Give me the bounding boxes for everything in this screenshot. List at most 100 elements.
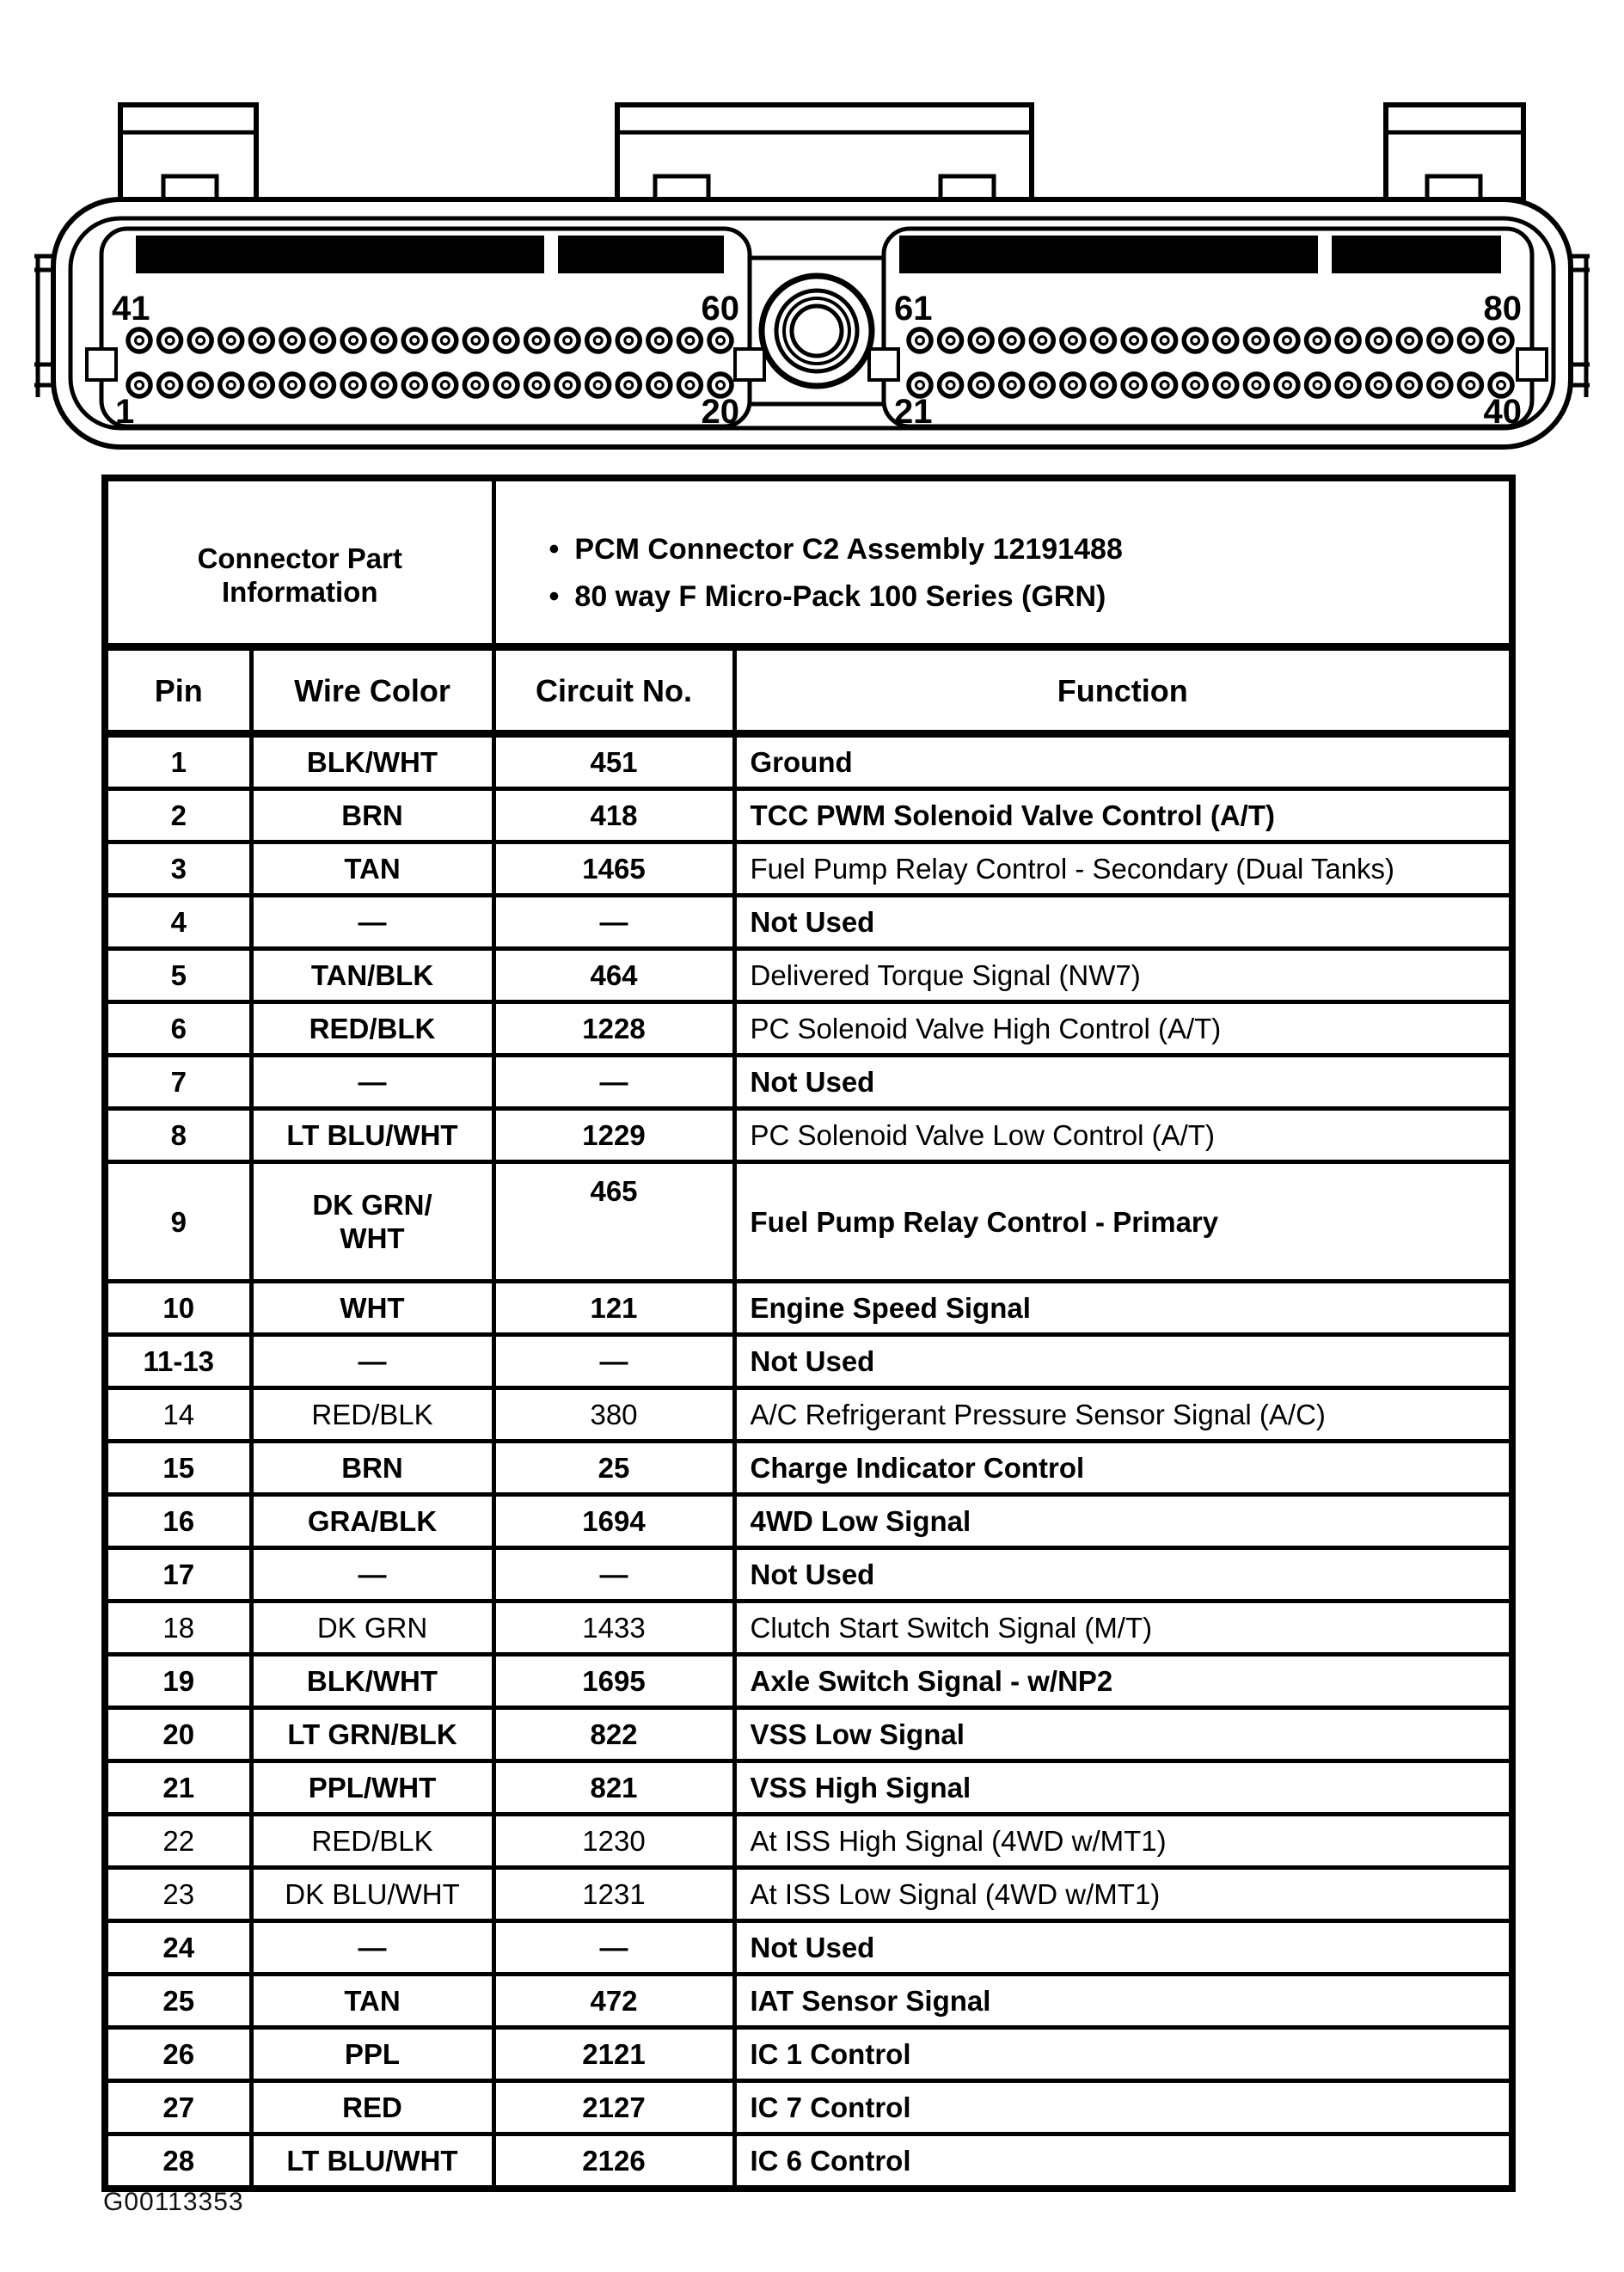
cell-pin: 4 bbox=[102, 893, 254, 952]
cell-function: TCC PWM Solenoid Valve Control (A/T) bbox=[732, 787, 1515, 845]
cell-circuit: 464 bbox=[491, 946, 737, 1005]
column-header-circuit-no: Circuit No. bbox=[491, 645, 737, 738]
cell-pin: 14 bbox=[102, 1386, 254, 1444]
cell-pin: 19 bbox=[102, 1652, 254, 1711]
cell-function: Not Used bbox=[732, 1919, 1515, 1977]
pinout-table-body: 1 BLK/WHT 451 Ground 2 BRN 418 TCC PWM Solenoid… bbox=[102, 732, 1515, 2191]
cell-pin: 26 bbox=[102, 2025, 254, 2084]
cell-wire: PPL bbox=[248, 2025, 496, 2084]
pin-60-label: 60 bbox=[702, 290, 740, 328]
table-row: 16 GRA/BLK 1694 4WD Low Signal bbox=[102, 1492, 1515, 1551]
cell-pin: 5 bbox=[102, 946, 254, 1005]
cell-wire: TAN/BLK bbox=[248, 946, 496, 1005]
pin-21-label: 21 bbox=[894, 393, 933, 431]
cell-pin: 3 bbox=[102, 840, 254, 898]
table-row: 18 DK GRN 1433 Clutch Start Switch Signal (… bbox=[102, 1599, 1515, 1657]
cell-circuit: 451 bbox=[491, 732, 737, 792]
column-header-function: Function bbox=[732, 645, 1515, 738]
cell-pin: 21 bbox=[102, 1759, 254, 1817]
table-row: 26 PPL 2121 IC 1 Control bbox=[102, 2025, 1515, 2084]
cell-function: Axle Switch Signal - w/NP2 bbox=[732, 1652, 1515, 1711]
pinout-table: Connector Part Information PCM Connector… bbox=[101, 475, 1516, 2193]
cell-circuit: — bbox=[491, 1546, 737, 1604]
keying-bar bbox=[899, 236, 1318, 273]
table-row: 19 BLK/WHT 1695 Axle Switch Signal - w/NP2 bbox=[102, 1652, 1515, 1711]
cell-wire: TAN bbox=[248, 1972, 496, 2030]
mounting-tabs bbox=[118, 102, 1526, 202]
cell-function: Not Used bbox=[732, 1332, 1515, 1391]
column-header-row: Pin Wire Color Circuit No. Function bbox=[102, 645, 1515, 738]
alignment-notches bbox=[85, 347, 1548, 382]
cell-pin: 27 bbox=[102, 2079, 254, 2137]
cell-pin: 9 bbox=[102, 1160, 254, 1284]
cell-circuit: 821 bbox=[491, 1759, 737, 1817]
table-row: 25 TAN 472 IAT Sensor Signal bbox=[102, 1972, 1515, 2030]
connector-part-info-header: Connector Part Information bbox=[102, 475, 496, 652]
cell-wire: — bbox=[248, 1919, 496, 1977]
cell-function: 4WD Low Signal bbox=[732, 1492, 1515, 1551]
table-row: 4— — Not Used bbox=[102, 893, 1515, 952]
cell-wire: DK GRN/ WHT bbox=[248, 1160, 496, 1284]
cell-wire: WHT bbox=[248, 1279, 496, 1338]
pin-80-label: 80 bbox=[1484, 290, 1523, 328]
cell-circuit: 2126 bbox=[491, 2132, 737, 2191]
table-row: 11-13— — Not Used bbox=[102, 1332, 1515, 1391]
cell-wire: LT GRN/BLK bbox=[248, 1706, 496, 1764]
pin-holes bbox=[126, 327, 1515, 399]
keying-bar bbox=[136, 236, 544, 273]
column-header-pin: Pin bbox=[102, 645, 254, 738]
cell-pin: 7 bbox=[102, 1053, 254, 1112]
cell-circuit: 2121 bbox=[491, 2025, 737, 2084]
cell-wire: RED/BLK bbox=[248, 1812, 496, 1871]
cell-function: At ISS Low Signal (4WD w/MT1) bbox=[732, 1865, 1515, 1924]
side-clips bbox=[34, 254, 1590, 397]
cell-function: VSS Low Signal bbox=[732, 1706, 1515, 1764]
cell-circuit: — bbox=[491, 893, 737, 952]
cell-circuit: 465 bbox=[491, 1160, 737, 1284]
cell-function: VSS High Signal bbox=[732, 1759, 1515, 1817]
cell-function: At ISS High Signal (4WD w/MT1) bbox=[732, 1812, 1515, 1871]
cell-pin: 28 bbox=[102, 2132, 254, 2191]
table-header-row: Connector Part Information PCM Connector… bbox=[102, 475, 1515, 652]
cell-wire: DK GRN bbox=[248, 1599, 496, 1657]
cell-function: Not Used bbox=[732, 893, 1515, 952]
cell-pin: 10 bbox=[102, 1279, 254, 1338]
cell-function: A/C Refrigerant Pressure Sensor Signal (… bbox=[732, 1386, 1515, 1444]
cell-wire: PPL/WHT bbox=[248, 1759, 496, 1817]
table-row: 5 TAN/BLK 464 Delivered Torque Signal (NW7) bbox=[102, 946, 1515, 1005]
table-row: 3 TAN 1465 Fuel Pump Relay Control - Second… bbox=[102, 840, 1515, 898]
cell-wire: — bbox=[248, 1546, 496, 1604]
assembly-bullet: PCM Connector C2 Assembly 12191488 bbox=[549, 532, 1509, 567]
cell-function: IC 7 Control bbox=[732, 2079, 1515, 2137]
cell-wire: LT BLU/WHT bbox=[248, 1106, 496, 1165]
cell-wire: DK BLU/WHT bbox=[248, 1865, 496, 1924]
cell-wire: — bbox=[248, 893, 496, 952]
cell-pin: 15 bbox=[102, 1439, 254, 1497]
cell-pin: 6 bbox=[102, 1000, 254, 1058]
cell-circuit: 1230 bbox=[491, 1812, 737, 1871]
cell-circuit: 25 bbox=[491, 1439, 737, 1497]
pin-41-label: 41 bbox=[112, 290, 150, 328]
cell-wire: GRA/BLK bbox=[248, 1492, 496, 1551]
table-row: 17— — Not Used bbox=[102, 1546, 1515, 1604]
cell-circuit: 1695 bbox=[491, 1652, 737, 1711]
center-boss bbox=[750, 255, 884, 407]
table-row: 2 BRN 418 TCC PWM Solenoid Valve Control (A… bbox=[102, 787, 1515, 845]
cell-pin: 23 bbox=[102, 1865, 254, 1924]
table-row: 28 LT BLU/WHT 2126 IC 6 Control bbox=[102, 2132, 1515, 2191]
cell-function: Ground bbox=[732, 732, 1515, 792]
cell-circuit: 1694 bbox=[491, 1492, 737, 1551]
table-row: 24— — Not Used bbox=[102, 1919, 1515, 1977]
cell-pin: 8 bbox=[102, 1106, 254, 1165]
cell-function: Not Used bbox=[732, 1546, 1515, 1604]
pin-61-label: 61 bbox=[894, 290, 933, 328]
cell-circuit: 1465 bbox=[491, 840, 737, 898]
cell-circuit: 1231 bbox=[491, 1865, 737, 1924]
table-row: 7— — Not Used bbox=[102, 1053, 1515, 1112]
keying-bar bbox=[558, 236, 724, 273]
table-row: 8 LT BLU/WHT 1229 PC Solenoid Valve Low Con… bbox=[102, 1106, 1515, 1165]
cell-pin: 2 bbox=[102, 787, 254, 845]
cell-pin: 22 bbox=[102, 1812, 254, 1871]
pin-1-label: 1 bbox=[115, 393, 134, 431]
cell-function: Not Used bbox=[732, 1053, 1515, 1112]
